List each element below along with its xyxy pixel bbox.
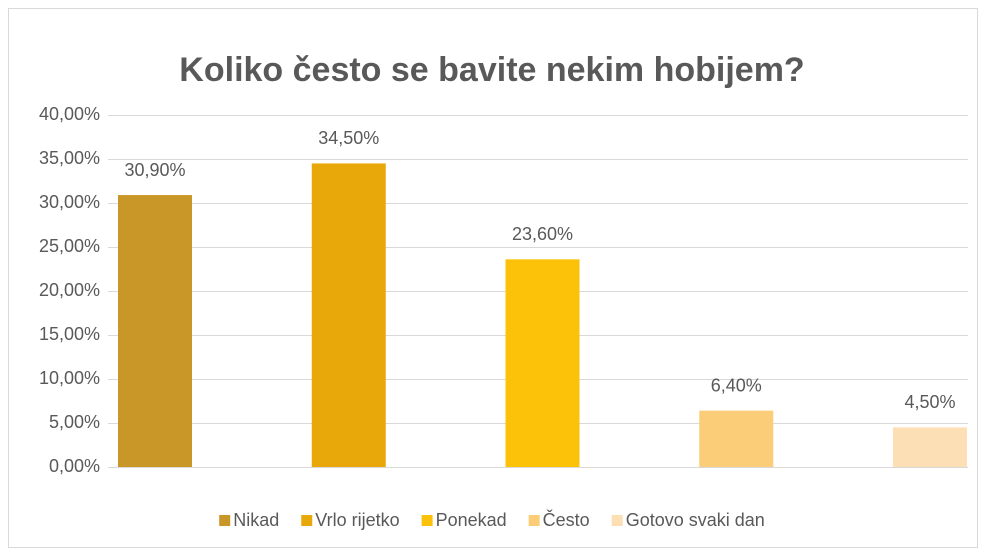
legend-label: Nikad (233, 510, 279, 530)
legend-swatch (421, 515, 433, 526)
legend-swatch (611, 515, 623, 526)
y-tick-label: 0,00% (49, 456, 100, 476)
legend-label: Često (543, 509, 590, 530)
legend-swatch (219, 515, 231, 526)
y-tick-label: 10,00% (39, 368, 100, 388)
bar (505, 259, 580, 467)
data-label: 30,90% (124, 160, 185, 180)
data-label: 23,60% (512, 224, 573, 244)
bar (893, 427, 967, 467)
y-tick-label: 20,00% (39, 280, 100, 300)
bar (118, 195, 192, 467)
legend-label: Ponekad (436, 510, 507, 530)
y-tick-label: 15,00% (39, 324, 100, 344)
bar (699, 410, 774, 467)
legend-swatch (528, 515, 540, 526)
legend-swatch (301, 515, 313, 526)
y-tick-label: 40,00% (39, 104, 100, 124)
legend-label: Gotovo svaki dan (626, 510, 765, 530)
y-tick-label: 35,00% (39, 148, 100, 168)
y-tick-label: 25,00% (39, 236, 100, 256)
y-tick-label: 5,00% (49, 412, 100, 432)
y-tick-label: 30,00% (39, 192, 100, 212)
legend-label: Vrlo rijetko (315, 510, 399, 530)
bar (311, 163, 386, 467)
data-label: 34,50% (318, 128, 379, 148)
data-label: 6,40% (711, 375, 762, 395)
data-label: 4,50% (904, 392, 955, 412)
chart-title: Koliko često se bavite nekim hobijem? (179, 51, 804, 89)
